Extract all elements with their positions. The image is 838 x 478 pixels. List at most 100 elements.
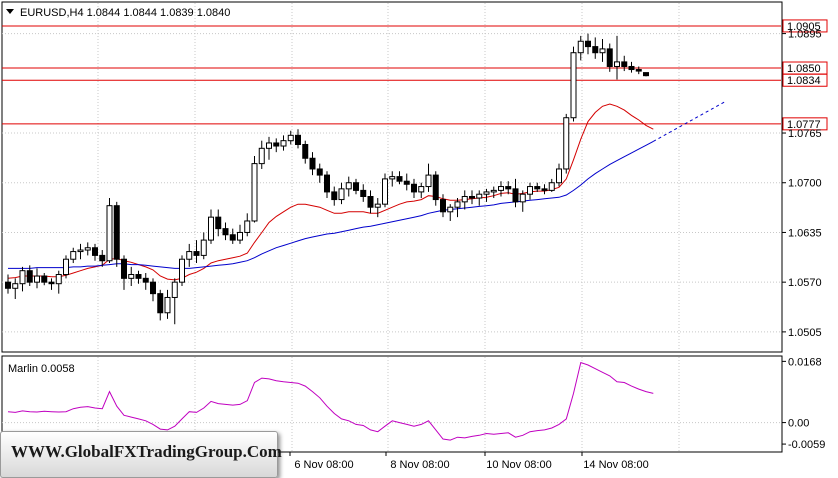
candle-body <box>229 234 236 241</box>
candle <box>563 113 570 174</box>
candle-body <box>461 196 468 203</box>
slow-ma-projection <box>653 100 726 142</box>
watermark-text: WWW.GlobalFXTradingGroup.Com <box>11 442 282 461</box>
candle-body <box>556 168 562 184</box>
candle <box>229 228 236 244</box>
indicator-label: Marlin 0.0058 <box>8 363 75 375</box>
candle-body <box>99 254 106 262</box>
candle <box>215 209 222 237</box>
candle-body <box>34 275 40 283</box>
candle-body <box>585 40 591 48</box>
candle-body <box>606 48 613 67</box>
marlin-oscillator <box>7 361 654 441</box>
candle-body <box>302 143 309 159</box>
candle-body <box>476 193 483 199</box>
indicator-tick-label: -0.0059 <box>788 439 825 451</box>
time-tick-label: 14 Nov 08:00 <box>583 459 648 471</box>
candle-body <box>287 134 294 142</box>
candle <box>316 163 323 183</box>
candle <box>534 182 541 192</box>
candle-body <box>353 182 359 191</box>
candle <box>643 72 649 77</box>
candle <box>454 198 461 218</box>
level-label: 1.0834 <box>787 75 821 87</box>
candle-body <box>135 274 142 279</box>
candle-body <box>440 199 446 213</box>
candle-body <box>92 247 98 256</box>
watermark-banner: WWW.GlobalFXTradingGroup.Com <box>0 431 282 478</box>
candle-body <box>193 251 200 256</box>
candle <box>309 152 316 176</box>
candle <box>432 171 439 206</box>
candle-body <box>548 182 555 191</box>
candle <box>142 272 149 290</box>
candle-body <box>338 188 345 201</box>
level-label-box <box>782 73 828 87</box>
candle-body <box>19 270 26 285</box>
candle <box>12 278 19 299</box>
level-label-box <box>782 117 828 131</box>
candle-body <box>200 239 207 256</box>
candle <box>331 186 338 206</box>
candle <box>527 182 533 200</box>
candle <box>635 66 642 75</box>
candle-body <box>222 228 229 236</box>
candle <box>614 35 620 80</box>
candle-body <box>360 189 367 198</box>
candle-body <box>121 258 127 279</box>
indicator-tick-label: 0.00 <box>788 418 809 430</box>
candle <box>200 232 207 260</box>
candle <box>353 178 359 195</box>
candle <box>157 289 164 321</box>
candle-body <box>48 281 55 285</box>
candle-body <box>331 191 338 201</box>
candle-body <box>244 220 251 233</box>
candle <box>469 190 475 205</box>
slow-moving-average-line <box>8 140 654 269</box>
price-tick-label: 1.0570 <box>788 277 822 289</box>
candle-body <box>396 176 403 182</box>
candle <box>237 224 243 244</box>
candle <box>440 194 446 218</box>
candle-body <box>389 176 396 180</box>
candle-body <box>643 72 649 77</box>
candle-body <box>411 183 417 193</box>
candle-body <box>469 196 475 199</box>
candle <box>483 188 490 202</box>
candle <box>34 268 40 289</box>
chart-menu-icon[interactable] <box>6 9 14 14</box>
candle <box>26 265 33 286</box>
candle-body <box>621 61 628 67</box>
candle-body <box>237 231 243 241</box>
candle <box>621 55 628 72</box>
candle <box>302 140 309 164</box>
candle-body <box>628 65 635 71</box>
level-label-box <box>782 19 828 33</box>
candle-body <box>527 186 533 195</box>
candle-body <box>577 40 584 54</box>
candle-body <box>418 186 425 193</box>
candle-body <box>12 283 19 289</box>
candle <box>411 178 417 199</box>
candle <box>287 130 294 145</box>
candle <box>418 182 425 199</box>
candle-body <box>280 140 287 147</box>
candle <box>77 243 84 260</box>
level-label: 1.0850 <box>787 63 821 75</box>
candle-body <box>55 274 62 285</box>
candle-body <box>447 206 454 213</box>
candle <box>345 176 352 197</box>
candle <box>447 204 454 221</box>
candle <box>505 181 512 195</box>
candle-body <box>505 186 512 190</box>
candle-body <box>77 249 84 253</box>
candle-body <box>150 281 156 295</box>
candle-body <box>84 247 91 251</box>
candle-body <box>251 163 258 222</box>
candle-body <box>382 178 388 205</box>
candle-body <box>171 281 178 298</box>
candle <box>360 184 367 202</box>
candle <box>70 247 77 264</box>
candle <box>48 278 55 290</box>
